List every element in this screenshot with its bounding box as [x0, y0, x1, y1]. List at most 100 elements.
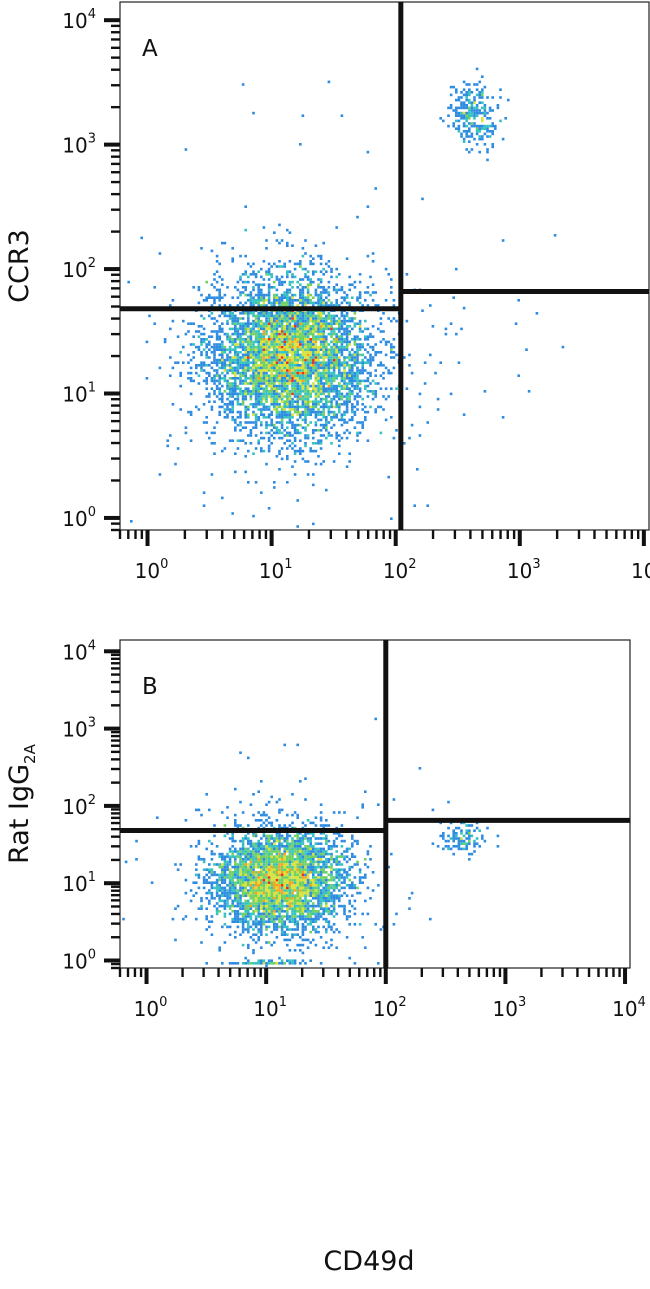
data-dot — [254, 897, 258, 900]
data-dot — [291, 873, 294, 877]
data-dot — [280, 808, 284, 812]
data-dot — [483, 390, 487, 393]
data-dot — [332, 356, 336, 359]
data-dot — [309, 421, 312, 424]
data-dot — [215, 254, 219, 258]
data-dot — [208, 343, 211, 346]
data-dot — [234, 813, 237, 817]
data-dot — [252, 299, 255, 302]
data-dot — [312, 325, 315, 328]
data-dot — [228, 868, 232, 871]
data-dot — [283, 319, 286, 323]
data-dot — [260, 863, 263, 866]
data-dot — [312, 522, 315, 526]
data-dot — [340, 340, 344, 344]
data-dot — [332, 338, 336, 341]
data-dot — [304, 865, 307, 869]
data-dot — [278, 223, 281, 227]
data-dot — [319, 262, 323, 266]
data-dot — [231, 327, 234, 331]
data-dot — [338, 811, 341, 814]
data-dot — [244, 902, 247, 905]
data-dot — [247, 904, 250, 908]
data-dot — [270, 423, 273, 427]
data-dot — [327, 377, 331, 380]
data-dot — [283, 837, 286, 840]
data-dot — [273, 353, 276, 357]
data-dot — [296, 379, 299, 383]
data-dot — [267, 816, 271, 819]
data-dot — [327, 265, 331, 268]
data-dot — [296, 330, 299, 333]
data-dot — [197, 348, 201, 351]
data-dot — [332, 348, 336, 351]
data-dot — [218, 345, 221, 349]
data-dot — [470, 104, 474, 107]
data-dot — [288, 408, 292, 411]
data-dot — [262, 314, 266, 318]
data-dot — [304, 904, 307, 908]
data-dot — [486, 124, 489, 128]
data-dot — [335, 868, 338, 871]
data-dot — [325, 327, 328, 331]
data-dot — [247, 925, 250, 929]
data-dot — [257, 865, 260, 869]
data-dot — [267, 358, 271, 362]
data-dot — [283, 265, 286, 268]
data-dot — [286, 855, 289, 858]
data-dot — [239, 863, 242, 866]
data-dot — [304, 852, 307, 856]
data-dot — [325, 839, 328, 843]
data-dot — [301, 312, 305, 315]
data-dot — [356, 377, 359, 380]
data-dot — [288, 889, 292, 892]
data-dot — [267, 270, 271, 273]
data-dot — [293, 335, 297, 338]
data-dot — [283, 845, 286, 848]
data-dot — [265, 340, 268, 344]
data-dot — [301, 457, 305, 461]
data-dot — [260, 894, 263, 897]
data-dot — [296, 408, 299, 411]
data-dot — [265, 304, 268, 307]
data-dot — [249, 374, 253, 377]
data-dot — [244, 288, 247, 292]
data-dot — [288, 834, 292, 838]
data-dot — [273, 878, 276, 882]
data-dot — [306, 873, 310, 877]
data-dot — [325, 345, 328, 349]
data-dot — [200, 247, 203, 250]
data-dot — [338, 366, 341, 370]
data-dot — [312, 340, 315, 344]
data-dot — [325, 850, 328, 853]
data-dot — [322, 288, 325, 292]
data-dot — [296, 374, 299, 377]
data-dot — [270, 904, 273, 908]
data-dot — [293, 429, 297, 432]
data-dot — [244, 286, 247, 289]
data-dot — [280, 374, 284, 377]
data-dot — [306, 832, 310, 835]
data-dot — [197, 286, 201, 289]
data-dot — [280, 299, 284, 302]
data-dot — [260, 907, 263, 910]
data-dot — [366, 338, 370, 341]
data-dot — [351, 348, 354, 351]
data-dot — [262, 858, 266, 861]
data-dot — [291, 408, 294, 411]
data-dot — [249, 343, 253, 346]
data-dot — [348, 858, 351, 861]
data-dot — [486, 148, 489, 151]
data-dot — [293, 811, 297, 814]
data-dot — [345, 348, 349, 351]
data-dot — [465, 130, 468, 133]
data-dot — [299, 899, 302, 903]
data-dot — [293, 884, 297, 887]
data-dot — [291, 369, 294, 372]
data-dot — [270, 421, 273, 424]
data-dot — [197, 345, 201, 349]
data-dot — [288, 270, 292, 273]
data-dot — [265, 462, 268, 466]
data-dot — [244, 338, 247, 341]
data-dot — [265, 925, 268, 929]
